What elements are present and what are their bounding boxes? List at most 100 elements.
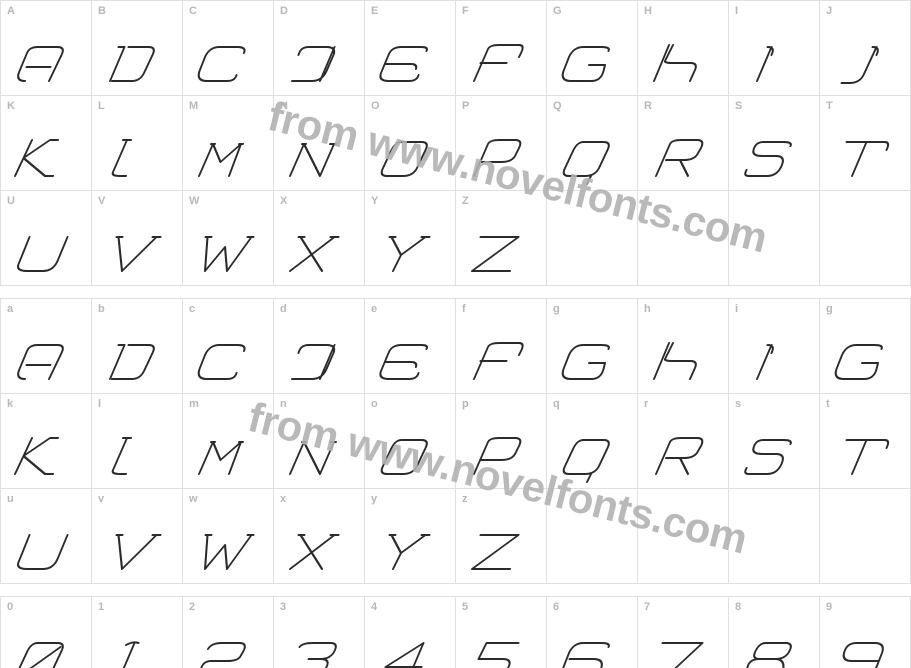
glyph-f [461, 339, 541, 387]
cell-label: y [371, 493, 377, 505]
glyph-cell: M [183, 96, 274, 191]
cell-label: u [7, 493, 14, 505]
glyph-d [279, 339, 359, 387]
cell-label: k [7, 398, 13, 410]
glyph-9 [825, 637, 905, 668]
glyph-h [643, 339, 723, 387]
cell-label: h [644, 303, 651, 315]
glyph-cell: c [183, 299, 274, 394]
cell-label: q [553, 398, 560, 410]
glyph-1 [97, 637, 177, 668]
cell-label: x [280, 493, 286, 505]
glyph-l [97, 434, 177, 482]
glyph-O [370, 136, 450, 184]
glyph-4 [370, 637, 450, 668]
glyph-g [825, 339, 905, 387]
cell-label: v [98, 493, 104, 505]
glyph-cell: f [456, 299, 547, 394]
glyph-A [6, 41, 86, 89]
glyph-cell: X [274, 191, 365, 286]
glyph-N [279, 136, 359, 184]
glyph-cell [729, 191, 820, 286]
cell-label: g [553, 303, 560, 315]
glyph-cell: P [456, 96, 547, 191]
glyph-cell: y [365, 489, 456, 584]
glyph-Z [461, 231, 541, 279]
glyph-cell: i [729, 299, 820, 394]
glyph-cell: H [638, 1, 729, 96]
glyph-cell: t [820, 394, 911, 489]
cell-label: G [553, 5, 562, 17]
glyph-cell: 4 [365, 597, 456, 668]
glyph-n [279, 434, 359, 482]
glyph-cell: a [1, 299, 92, 394]
glyph-2 [188, 637, 268, 668]
glyph-cell [820, 489, 911, 584]
glyph-cell: n [274, 394, 365, 489]
glyph-cell: p [456, 394, 547, 489]
cell-label: Q [553, 100, 562, 112]
glyph-cell: F [456, 1, 547, 96]
cell-label: l [98, 398, 101, 410]
cell-label: J [826, 5, 832, 17]
glyph-grid-uppercase: ABCDEFGHIJKLMNOPQRSTUVWXYZ [0, 0, 911, 286]
glyph-cell: m [183, 394, 274, 489]
cell-label: Z [462, 195, 469, 207]
cell-label: I [735, 5, 738, 17]
cell-label: A [7, 5, 15, 17]
glyph-cell: z [456, 489, 547, 584]
glyph-K [6, 136, 86, 184]
glyph-o [370, 434, 450, 482]
cell-label: N [280, 100, 288, 112]
cell-label: 3 [280, 601, 286, 613]
glyph-cell: 6 [547, 597, 638, 668]
glyph-X [279, 231, 359, 279]
cell-label: 5 [462, 601, 468, 613]
glyph-cell: K [1, 96, 92, 191]
cell-label: e [371, 303, 377, 315]
glyph-cell: e [365, 299, 456, 394]
cell-label: H [644, 5, 652, 17]
cell-label: m [189, 398, 199, 410]
cell-label: B [98, 5, 106, 17]
cell-label: t [826, 398, 830, 410]
glyph-r [643, 434, 723, 482]
glyph-V [97, 231, 177, 279]
glyph-cell: C [183, 1, 274, 96]
cell-label: i [735, 303, 738, 315]
cell-label: b [98, 303, 105, 315]
glyph-g [552, 339, 632, 387]
glyph-8 [734, 637, 814, 668]
glyph-cell: W [183, 191, 274, 286]
glyph-x [279, 529, 359, 577]
cell-label: X [280, 195, 287, 207]
cell-label: n [280, 398, 287, 410]
glyph-cell: Q [547, 96, 638, 191]
glyph-3 [279, 637, 359, 668]
glyph-cell: 0 [1, 597, 92, 668]
cell-label: c [189, 303, 195, 315]
glyph-G [552, 41, 632, 89]
glyph-t [825, 434, 905, 482]
glyph-I [734, 41, 814, 89]
glyph-b [97, 339, 177, 387]
glyph-cell: 1 [92, 597, 183, 668]
cell-label: C [189, 5, 197, 17]
glyph-cell: T [820, 96, 911, 191]
glyph-a [6, 339, 86, 387]
glyph-D [279, 41, 359, 89]
cell-label: R [644, 100, 652, 112]
glyph-5 [461, 637, 541, 668]
cell-label: O [371, 100, 380, 112]
glyph-B [97, 41, 177, 89]
glyph-cell: E [365, 1, 456, 96]
cell-label: E [371, 5, 378, 17]
glyph-cell: g [820, 299, 911, 394]
glyph-cell: 5 [456, 597, 547, 668]
glyph-cell: G [547, 1, 638, 96]
glyph-cell: r [638, 394, 729, 489]
glyph-cell [638, 489, 729, 584]
glyph-P [461, 136, 541, 184]
cell-label: z [462, 493, 468, 505]
glyph-i [734, 339, 814, 387]
